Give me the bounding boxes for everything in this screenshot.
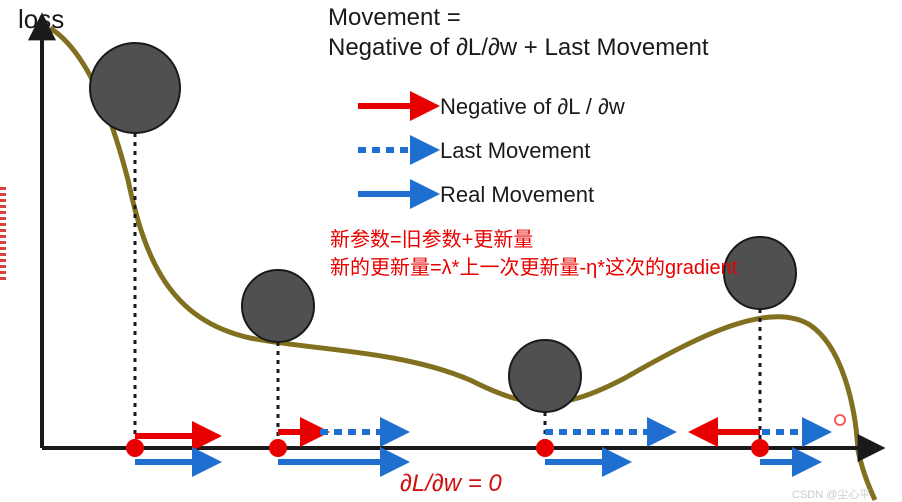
legend-label-0: Negative of ∂L / ∂w [440,94,625,120]
chinese-line2: 新的更新量=λ*上一次更新量-η*这次的gradient [330,254,737,282]
y-axis-label: loss [18,4,64,35]
chinese-line1: 新参数=旧参数+更新量 [330,226,533,254]
bottom-equation: ∂L/∂w = 0 [400,470,502,498]
title-line2: Negative of ∂L/∂w + Last Movement [328,34,709,62]
legend-label-2: Real Movement [440,182,594,208]
legend-label-1: Last Movement [440,138,590,164]
title-line1: Movement = [328,4,461,32]
watermark: CSDN @尘心平 [792,486,870,502]
red-edge-stub [0,184,6,280]
